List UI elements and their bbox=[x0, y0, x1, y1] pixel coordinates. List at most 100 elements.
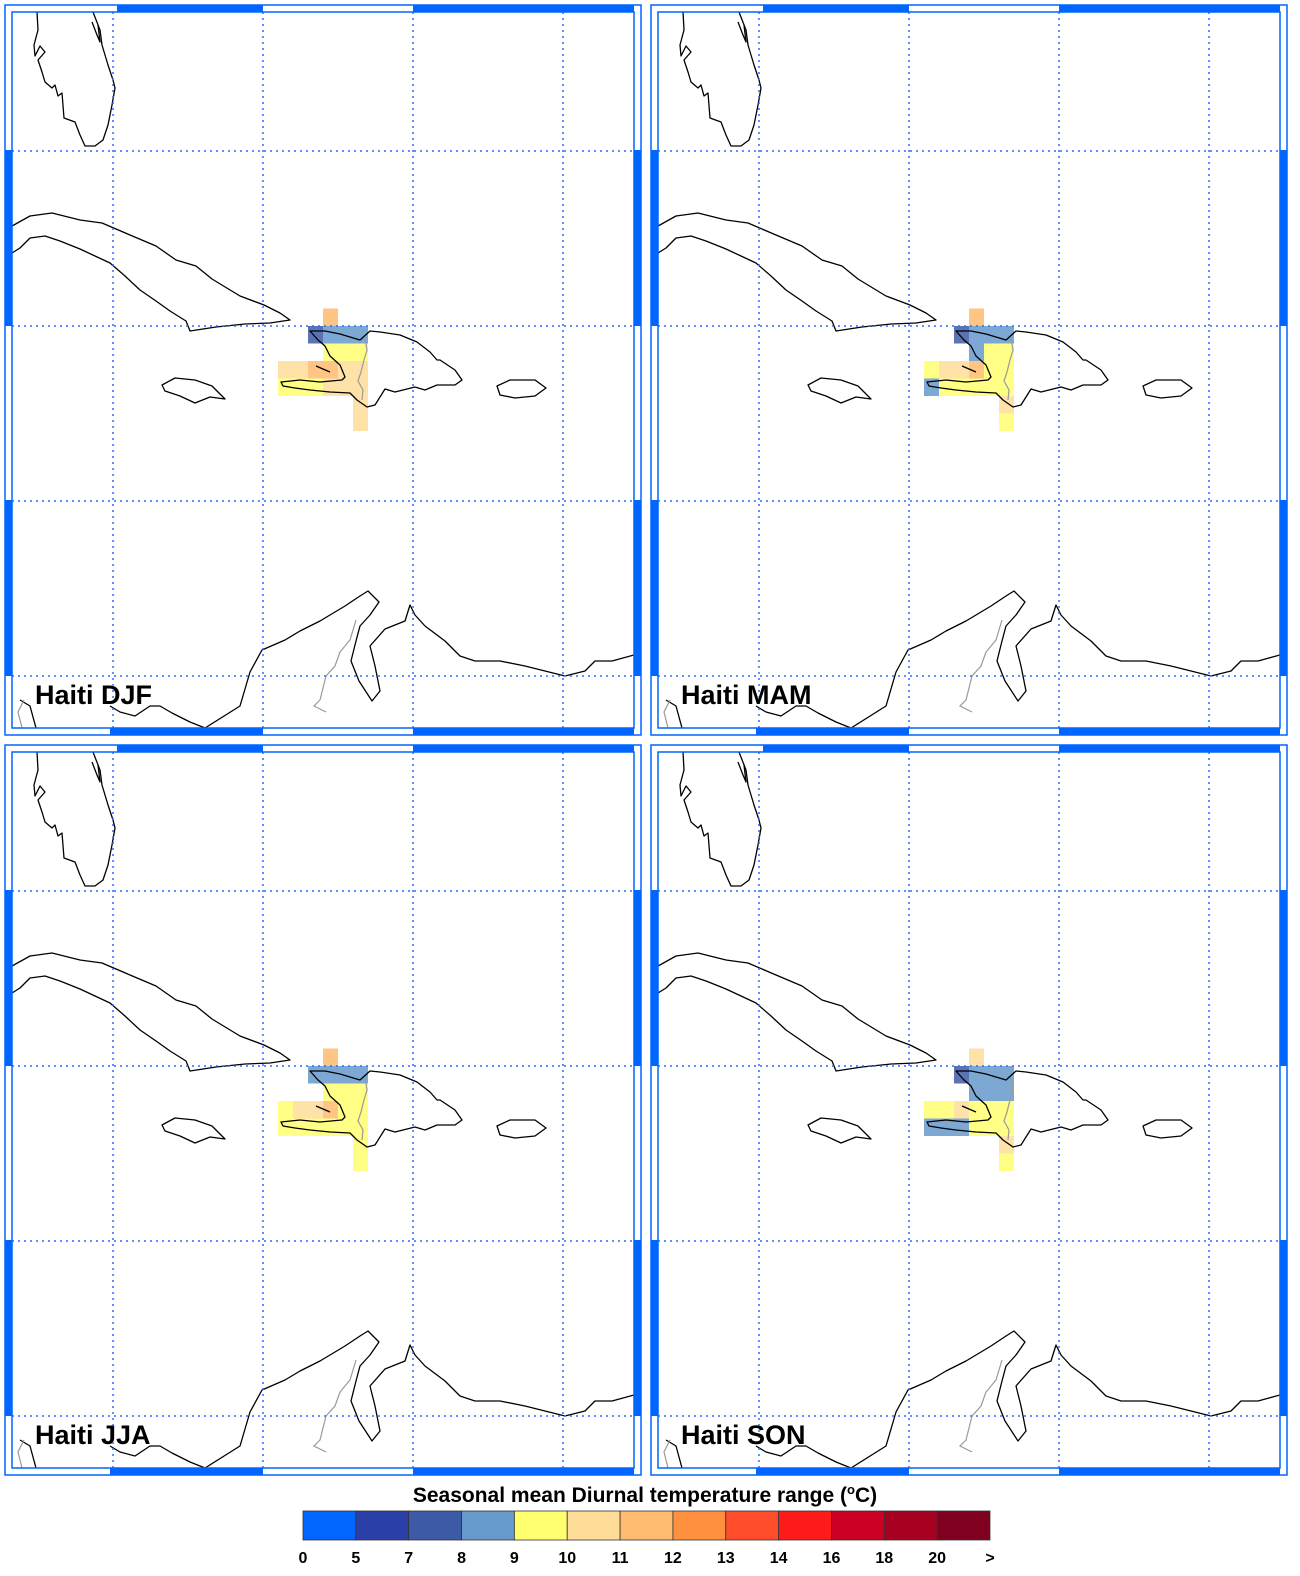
grid-cell bbox=[999, 1153, 1014, 1171]
grid-cell bbox=[353, 1101, 368, 1119]
grid-cell bbox=[969, 326, 984, 344]
colorbar-tick-label: 5 bbox=[351, 1550, 360, 1567]
frame-tick-bar bbox=[651, 890, 658, 1066]
map-frame-outer bbox=[4, 4, 642, 736]
colorbar-box bbox=[725, 1510, 780, 1541]
frame-tick-bar bbox=[1280, 500, 1287, 676]
frame-tick-bar bbox=[763, 5, 909, 12]
colorbar-tick-label: 18 bbox=[875, 1550, 893, 1567]
frame-tick-bar bbox=[756, 1468, 909, 1475]
grid-cell bbox=[323, 326, 338, 344]
grid-cell bbox=[999, 1101, 1014, 1119]
grid-cell bbox=[323, 1048, 338, 1066]
panel-label: Haiti DJF bbox=[35, 680, 152, 710]
grid-cell bbox=[939, 1101, 954, 1119]
frame-tick-bar bbox=[756, 728, 909, 735]
colorbar-tick-label: 14 bbox=[770, 1550, 788, 1567]
grid-cell bbox=[353, 1118, 368, 1136]
grid-cell bbox=[954, 1066, 969, 1084]
frame-tick-bar bbox=[1280, 150, 1287, 326]
map-frame-outer bbox=[650, 744, 1288, 1476]
map-panel-mam: Haiti MAM bbox=[650, 4, 1288, 736]
frame-tick-bar bbox=[5, 150, 12, 326]
frame-tick-bar bbox=[634, 890, 641, 1066]
colorbar-box bbox=[936, 1510, 991, 1541]
map-frame-inner bbox=[657, 751, 1281, 1469]
grid-cell bbox=[308, 326, 323, 344]
grid-cell bbox=[969, 343, 984, 361]
grid-cell bbox=[308, 1066, 323, 1084]
grid-cell bbox=[969, 1066, 984, 1084]
grid-cell bbox=[924, 1101, 939, 1119]
grid-cell bbox=[323, 1101, 338, 1119]
colorbar-box bbox=[355, 1510, 410, 1541]
grid-cell bbox=[293, 361, 308, 379]
frame-tick-bar bbox=[5, 890, 12, 1066]
grid-cell bbox=[984, 326, 999, 344]
grid-cell bbox=[338, 1083, 353, 1101]
colorbar-box bbox=[831, 1510, 885, 1541]
grid-cell bbox=[984, 378, 999, 396]
grid-cell bbox=[338, 1066, 353, 1084]
frame-tick-bar bbox=[651, 1240, 658, 1416]
grid-cell bbox=[969, 1083, 984, 1101]
grid-cell bbox=[999, 1118, 1014, 1136]
colorbar-box bbox=[672, 1510, 727, 1541]
grid-cell bbox=[969, 1048, 984, 1066]
colorbar-box bbox=[778, 1510, 832, 1541]
colorbar-box bbox=[408, 1510, 462, 1541]
grid-cell bbox=[984, 343, 999, 361]
grid-cell bbox=[984, 1083, 999, 1101]
colorbar-box bbox=[461, 1510, 515, 1541]
grid-cell bbox=[278, 1101, 293, 1119]
grid-cell bbox=[353, 361, 368, 379]
grid-cell bbox=[954, 378, 969, 396]
frame-tick-bar bbox=[651, 500, 658, 676]
grid-cell bbox=[999, 343, 1014, 361]
grid-cell bbox=[338, 1101, 353, 1119]
frame-tick-bar bbox=[117, 5, 263, 12]
panel-label: Haiti JJA bbox=[35, 1420, 151, 1450]
map-panel-djf: Haiti DJF bbox=[4, 4, 642, 736]
grid-cell bbox=[954, 1118, 969, 1136]
map-frame-inner bbox=[657, 11, 1281, 729]
colorbar-tick-label: 13 bbox=[717, 1550, 735, 1567]
map-frame-inner bbox=[11, 751, 635, 1469]
frame-tick-bar bbox=[1059, 728, 1280, 735]
frame-tick-bar bbox=[634, 150, 641, 326]
grid-cell bbox=[323, 1083, 338, 1101]
colorbar-box bbox=[513, 1510, 568, 1541]
grid-cell bbox=[308, 1118, 323, 1136]
grid-cell bbox=[984, 1118, 999, 1136]
colorbar-tick-label: 0 bbox=[299, 1550, 308, 1567]
grid-cell bbox=[969, 1101, 984, 1119]
colorbar-title: Seasonal mean Diurnal temperature range … bbox=[413, 1482, 877, 1507]
grid-cell bbox=[323, 343, 338, 361]
grid-cell bbox=[353, 1153, 368, 1171]
grid-cell bbox=[969, 308, 984, 326]
grid-cell bbox=[999, 413, 1014, 431]
map-frame-outer bbox=[4, 744, 642, 1476]
colorbar-tick-label: 20 bbox=[928, 1550, 946, 1567]
frame-tick-bar bbox=[117, 745, 263, 752]
frame-tick-bar bbox=[1280, 890, 1287, 1066]
frame-tick-bar bbox=[1280, 1240, 1287, 1416]
grid-cell bbox=[338, 1118, 353, 1136]
colorbar-tick-label: 12 bbox=[664, 1550, 682, 1567]
frame-tick-bar bbox=[634, 500, 641, 676]
grid-cell bbox=[323, 1066, 338, 1084]
grid-cell bbox=[939, 361, 954, 379]
frame-tick-bar bbox=[763, 745, 909, 752]
colorbar-box bbox=[566, 1510, 621, 1541]
frame-tick-bar bbox=[5, 500, 12, 676]
frame-tick-bar bbox=[1059, 745, 1280, 752]
frame-tick-bar bbox=[413, 745, 634, 752]
frame-tick-bar bbox=[634, 1240, 641, 1416]
frame-tick-bar bbox=[651, 150, 658, 326]
grid-cell bbox=[984, 1066, 999, 1084]
colorbar-tick-label: 9 bbox=[510, 1550, 519, 1567]
colorbar-tick-label: > bbox=[985, 1550, 994, 1567]
grid-cell bbox=[969, 361, 984, 379]
grid-cell bbox=[293, 1101, 308, 1119]
